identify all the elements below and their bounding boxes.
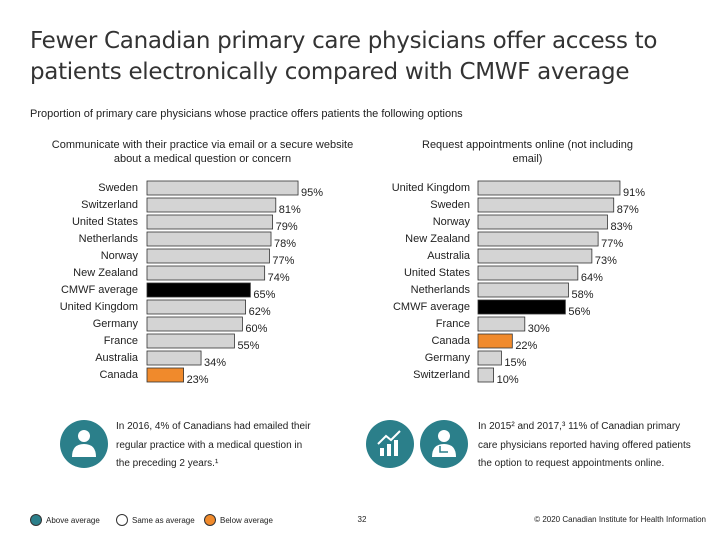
note: In 2015² and 2017,³ 11% of Canadian prim… [478, 421, 691, 469]
bar [146, 265, 266, 281]
bar [146, 248, 270, 264]
value-label: 83% [610, 221, 632, 233]
category-label: Sweden [430, 199, 470, 211]
copyright: © 2020 Canadian Institute for Health Inf… [534, 515, 706, 524]
category-label: Canada [99, 369, 138, 381]
value-label: 78% [274, 238, 296, 250]
bar [477, 180, 621, 196]
bar [146, 282, 251, 298]
bar [477, 333, 513, 349]
value-label: 74% [268, 272, 290, 284]
note: In 2016, 4% of Canadians had emailed the… [116, 421, 311, 469]
category-label: Switzerland [413, 369, 470, 381]
bar [146, 197, 277, 213]
value-label: 73% [595, 255, 617, 267]
bar [477, 265, 579, 281]
value-label: 81% [279, 204, 301, 216]
value-label: 22% [515, 340, 537, 352]
bar [477, 282, 569, 298]
icon-chart [366, 420, 414, 468]
category-label: Netherlands [411, 284, 471, 296]
icon-person [60, 420, 108, 468]
legend-label: Above average [46, 516, 100, 525]
category-label: Germany [425, 352, 471, 364]
category-label: Australia [95, 352, 139, 364]
value-label: 34% [204, 357, 226, 369]
bar [477, 299, 566, 315]
bar [146, 316, 243, 332]
bar [146, 214, 274, 230]
bar [477, 214, 608, 230]
category-label: United Kingdom [60, 301, 138, 313]
legend-swatch [116, 514, 128, 526]
category-label: United States [404, 267, 471, 279]
bar [146, 333, 235, 349]
value-label: 58% [571, 289, 593, 301]
value-label: 15% [504, 357, 526, 369]
slide-subtitle: Proportion of primary care physicians wh… [30, 108, 463, 120]
bar [477, 248, 593, 264]
icon-doctor [420, 420, 468, 468]
category-label: United States [72, 216, 139, 228]
value-label: 79% [276, 221, 298, 233]
category-label: Australia [427, 250, 471, 262]
value-label: 87% [617, 204, 639, 216]
value-label: 91% [623, 187, 645, 199]
category-label: Norway [101, 250, 139, 262]
legend-label: Same as average [132, 516, 195, 525]
value-label: 10% [497, 374, 519, 386]
chart-title: Request appointments online (not includi… [422, 139, 633, 165]
chart-title: Communicate with their practice via emai… [51, 139, 354, 165]
value-label: 77% [601, 238, 623, 250]
category-label: Germany [93, 318, 139, 330]
value-label: 30% [528, 323, 550, 335]
value-label: 65% [253, 289, 275, 301]
bar [146, 367, 184, 383]
bar [146, 350, 202, 366]
bar [477, 367, 495, 383]
bar [146, 180, 299, 196]
category-label: France [104, 335, 138, 347]
category-label: Norway [433, 216, 471, 228]
category-label: New Zealand [405, 233, 470, 245]
legend-label: Below average [220, 516, 273, 525]
value-label: 55% [237, 340, 259, 352]
value-label: 95% [301, 187, 323, 199]
bar [477, 350, 502, 366]
value-label: 23% [187, 374, 209, 386]
category-label: Canada [431, 335, 470, 347]
value-label: 77% [272, 255, 294, 267]
bar [146, 231, 272, 247]
category-label: Switzerland [81, 199, 138, 211]
legend-swatch [30, 514, 42, 526]
value-label: 62% [249, 306, 271, 318]
bar [477, 197, 615, 213]
bar [146, 299, 246, 315]
category-label: United Kingdom [392, 182, 470, 194]
value-label: 56% [568, 306, 590, 318]
bar [477, 316, 526, 332]
category-label: Sweden [98, 182, 138, 194]
page-number: 32 [358, 515, 367, 524]
bar [477, 231, 599, 247]
value-label: 60% [245, 323, 267, 335]
category-label: Netherlands [79, 233, 139, 245]
category-label: France [436, 318, 470, 330]
slide-title: Fewer Canadian primary care physicians o… [30, 28, 658, 85]
legend-swatch [204, 514, 216, 526]
value-label: 64% [581, 272, 603, 284]
category-label: CMWF average [393, 301, 470, 313]
category-label: CMWF average [61, 284, 138, 296]
category-label: New Zealand [73, 267, 138, 279]
